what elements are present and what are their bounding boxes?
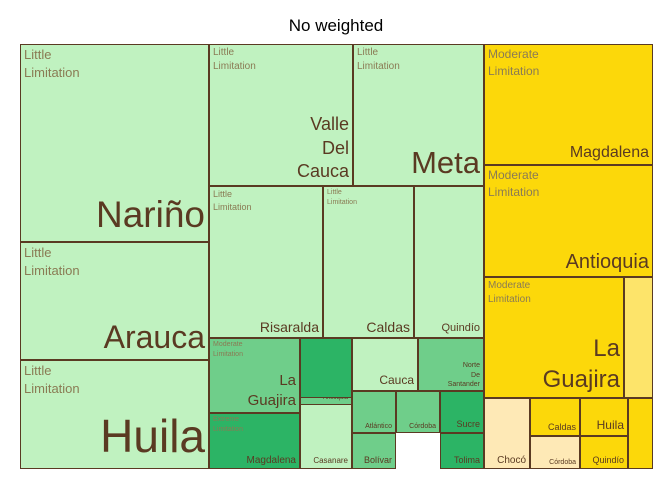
treemap-tile: Little Limitation Valle Del Cauca — [209, 44, 353, 186]
treemap: Little Limitation Nariño Little Limitation Ar… — [20, 44, 653, 469]
tile-group-label: Little Limitation — [213, 47, 256, 72]
treemap-tile: Sucre — [440, 391, 484, 433]
treemap-tile: Norte De Santander — [418, 338, 484, 391]
treemap-tile: Moderate Limitation Magdalena — [484, 44, 653, 165]
chart-title: No weighted — [288, 16, 384, 35]
tile-label: Quindío — [592, 455, 624, 466]
tile-label: Sucre — [456, 419, 480, 430]
treemap-tile: Little Limitation Nariño — [20, 44, 209, 242]
tile-label: Quindío — [441, 322, 480, 335]
treemap-tile: Quindío — [580, 436, 628, 469]
tile-label: Huila — [596, 418, 624, 433]
tile-label: Córdoba — [409, 422, 436, 430]
tile-group-label: Little Limitation — [24, 245, 80, 279]
tile-label: La Guajira — [247, 372, 296, 410]
tile-label: Cauca — [379, 373, 414, 388]
tile-label: Norte De Santander — [447, 362, 480, 388]
tile-label: Casanare — [313, 456, 348, 466]
treemap-tile: Córdoba — [396, 391, 440, 433]
tile-label: Arauca — [103, 318, 205, 355]
treemap-tile: Little Limitation Caldas — [323, 186, 414, 338]
tile-label: Córdoba — [549, 458, 576, 466]
tile-label: Valle Del Cauca — [296, 113, 349, 182]
treemap-tile — [624, 277, 653, 398]
tile-label: Caldas — [547, 422, 576, 433]
tile-label: Caldas — [366, 318, 410, 335]
treemap-tile: Moderate Limitation La Guajira — [484, 277, 624, 398]
tile-group-label: Extreme Limitation — [213, 416, 243, 433]
treemap-tile: Little Limitation Huila — [20, 360, 209, 469]
tile-group-label: Little Limitation — [357, 47, 400, 72]
tile-group-label: Little Limitation — [24, 47, 80, 81]
tile-group-label: Little Limitation — [213, 189, 252, 212]
tile-label: Nariño — [96, 194, 205, 236]
treemap-tile: Moderate Limitation La Guajira — [209, 338, 300, 413]
tile-label: Atlántico — [365, 422, 392, 430]
treemap-tile: Casanare — [300, 404, 352, 469]
tile-group-label: Moderate Limitation — [213, 341, 243, 358]
tile-group-label: Moderate Limitation — [488, 280, 531, 305]
treemap-tile: Quindío — [414, 186, 484, 338]
treemap-tile: Extreme Limitation Magdalena — [209, 413, 300, 469]
tile-label: Chocó — [497, 454, 526, 466]
tile-label: Antioquia — [565, 250, 649, 273]
tile-label: Huila — [100, 410, 205, 463]
treemap-tile: Little Limitation Arauca — [20, 242, 209, 360]
treemap-tile: Tolima — [440, 433, 484, 469]
treemap-tile: Huila — [580, 398, 628, 436]
treemap-tile: Little Limitation Risaralda — [209, 186, 323, 338]
tile-group-label: Moderate Limitation — [488, 47, 540, 78]
treemap-tile: Cauca — [352, 338, 418, 391]
tile-label: Antioquia — [322, 397, 348, 402]
tile-label: Bolívar — [363, 455, 392, 466]
treemap-tile: Moderate Limitation Antioquia — [484, 165, 653, 277]
treemap-tile: Bolívar — [352, 433, 396, 469]
treemap-tile: Atlántico — [352, 391, 396, 433]
treemap-tile — [300, 338, 352, 404]
treemap-tile — [628, 398, 653, 469]
treemap-tile: Chocó — [484, 398, 530, 469]
tile-label: Magdalena — [246, 454, 296, 466]
tile-label: Tolima — [453, 455, 480, 466]
tile-group-label: Little Limitation — [327, 189, 357, 206]
tile-label: La Guajira — [542, 334, 620, 394]
tile-label: Risaralda — [259, 318, 319, 335]
treemap-tile: Córdoba — [530, 436, 580, 469]
tile-label: Magdalena — [569, 143, 649, 161]
treemap-tile: Caldas — [530, 398, 580, 436]
tile-label: Meta — [411, 145, 480, 181]
tile-group-label: Moderate Limitation — [488, 168, 540, 199]
treemap-tile: Little Limitation Meta — [353, 44, 484, 186]
tile-group-label: Little Limitation — [24, 363, 80, 397]
